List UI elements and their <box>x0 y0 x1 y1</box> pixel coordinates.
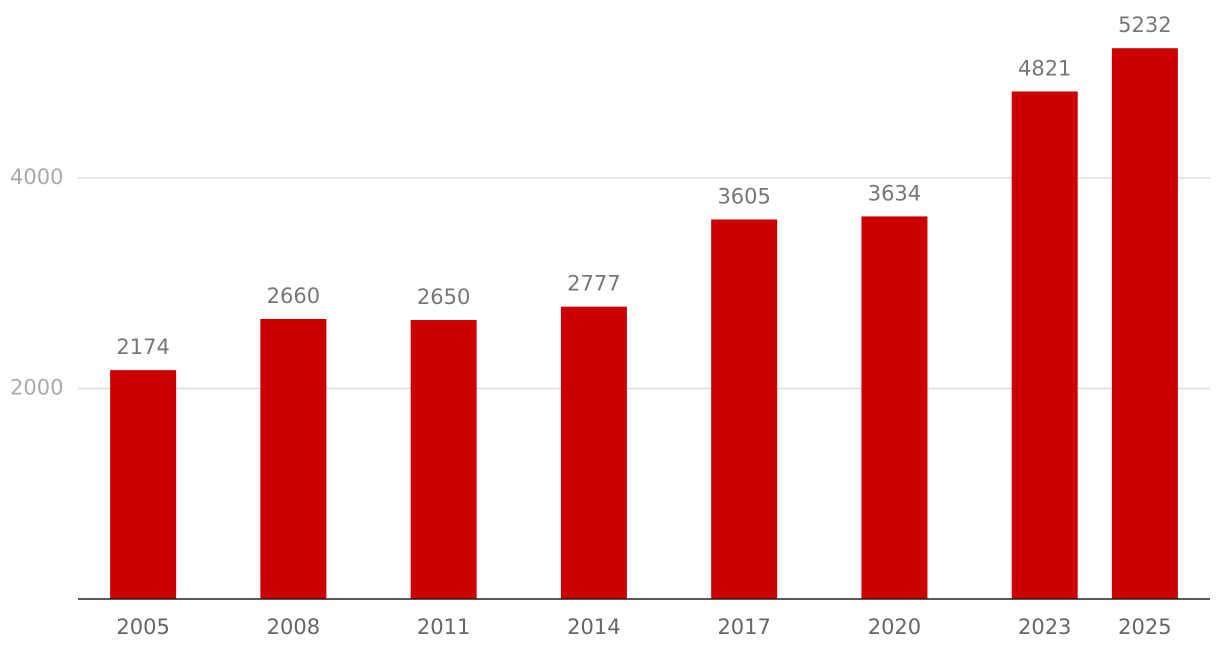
y-tick-label: 2000 <box>10 375 63 399</box>
bar <box>410 320 477 599</box>
bar <box>711 219 778 599</box>
bar <box>1011 91 1078 599</box>
x-tick-label: 2014 <box>567 615 620 639</box>
x-tick-label: 2025 <box>1118 615 1171 639</box>
x-tick-label: 2017 <box>717 615 770 639</box>
bar <box>1111 48 1178 599</box>
x-tick-label: 2011 <box>417 615 470 639</box>
value-label: 3634 <box>868 181 921 205</box>
value-label: 2174 <box>116 335 169 359</box>
value-label: 2660 <box>267 284 320 308</box>
value-label: 2650 <box>417 285 470 309</box>
value-label: 4821 <box>1018 56 1071 80</box>
x-tick-label: 2005 <box>116 615 169 639</box>
bar <box>861 216 928 599</box>
value-label: 2777 <box>567 272 620 296</box>
y-tick-label: 4000 <box>10 165 63 189</box>
bar <box>560 306 627 599</box>
x-tick-label: 2020 <box>868 615 921 639</box>
value-label: 5232 <box>1118 13 1171 37</box>
bar <box>110 370 177 599</box>
value-label: 3605 <box>717 184 770 208</box>
x-tick-label: 2023 <box>1018 615 1071 639</box>
x-tick-label: 2008 <box>267 615 320 639</box>
bar <box>260 318 327 599</box>
